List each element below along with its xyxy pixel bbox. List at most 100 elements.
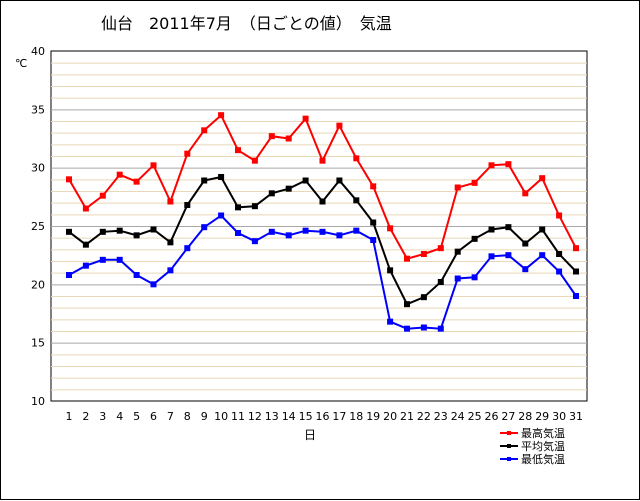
data-point xyxy=(218,112,225,119)
data-point xyxy=(505,224,512,231)
data-point xyxy=(573,293,579,299)
data-point xyxy=(116,171,123,178)
data-point xyxy=(201,127,208,134)
data-point xyxy=(522,190,529,197)
data-point xyxy=(99,228,106,235)
x-axis-ticks: 1 2 3 4 5 6 7 8 9 10 11 12 13 14 15 16 17 18 19 20 21 22 23 24 2… xyxy=(66,410,584,423)
x-tick-label: 6 xyxy=(150,410,157,423)
data-point xyxy=(471,274,478,281)
data-point xyxy=(522,240,529,247)
x-tick-label: 30 xyxy=(552,410,566,423)
x-tick-label: 8 xyxy=(184,410,191,423)
x-tick-label: 9 xyxy=(201,410,208,423)
data-point xyxy=(319,157,326,164)
y-tick-label: 35 xyxy=(31,103,45,116)
chart-title: 仙台 2011年7月 （日ごとの値） 気温 xyxy=(101,14,392,33)
data-point xyxy=(353,155,360,162)
grid-major xyxy=(51,109,587,344)
legend-label: 最低気温 xyxy=(521,452,565,466)
data-point xyxy=(251,157,258,164)
x-tick-label: 13 xyxy=(265,410,279,423)
legend-label: 平均気温 xyxy=(521,439,565,453)
data-point xyxy=(556,268,563,275)
data-point xyxy=(82,262,89,269)
x-tick-label: 4 xyxy=(116,410,123,423)
x-tick-label: 24 xyxy=(451,410,465,423)
x-tick-label: 26 xyxy=(485,410,499,423)
x-tick-label: 1 xyxy=(66,410,73,423)
data-point xyxy=(133,272,140,278)
x-tick-label: 16 xyxy=(316,410,330,423)
legend-label: 最高気温 xyxy=(521,426,565,440)
data-point xyxy=(573,268,579,275)
data-point xyxy=(539,175,546,182)
data-point xyxy=(454,184,461,191)
x-tick-label: 29 xyxy=(535,410,549,423)
x-tick-label: 27 xyxy=(501,410,515,423)
data-point xyxy=(218,174,225,180)
x-tick-label: 17 xyxy=(332,410,346,423)
data-point xyxy=(116,227,123,234)
data-point xyxy=(522,266,529,273)
data-point xyxy=(471,179,478,186)
data-point xyxy=(268,133,275,140)
data-point xyxy=(454,248,461,255)
data-point xyxy=(488,253,495,260)
data-point xyxy=(82,241,89,248)
data-point xyxy=(387,225,394,232)
x-tick-label: 25 xyxy=(468,410,482,423)
data-point xyxy=(99,192,106,199)
data-point xyxy=(251,238,258,245)
data-point xyxy=(353,227,360,234)
data-point xyxy=(66,272,72,278)
data-point xyxy=(573,245,579,252)
x-tick-label: 14 xyxy=(282,410,296,423)
data-point xyxy=(302,115,309,122)
x-tick-label: 15 xyxy=(299,410,313,423)
data-point xyxy=(556,212,563,219)
y-tick-label: 40 xyxy=(31,45,45,58)
data-point xyxy=(319,228,326,235)
x-tick-label: 21 xyxy=(400,410,414,423)
x-tick-label: 28 xyxy=(518,410,532,423)
y-tick-label: 20 xyxy=(31,278,45,291)
data-point xyxy=(539,252,546,259)
data-point xyxy=(437,279,444,285)
x-tick-label: 18 xyxy=(349,410,363,423)
x-tick-label: 23 xyxy=(434,410,448,423)
data-point xyxy=(420,294,427,301)
y-tick-label: 25 xyxy=(31,220,45,233)
data-point xyxy=(201,177,208,184)
data-point xyxy=(167,198,174,205)
data-point xyxy=(471,235,478,242)
data-point xyxy=(404,255,410,262)
data-point xyxy=(302,227,309,234)
data-point xyxy=(370,183,377,190)
data-point xyxy=(488,226,495,233)
data-point xyxy=(268,190,275,197)
data-point xyxy=(184,150,191,157)
x-tick-label: 31 xyxy=(569,410,583,423)
data-point xyxy=(285,232,292,239)
data-point xyxy=(539,226,546,233)
data-point xyxy=(268,228,275,235)
data-point xyxy=(218,212,225,219)
data-point xyxy=(150,162,157,169)
data-point xyxy=(404,301,410,308)
data-point xyxy=(116,256,123,263)
data-point xyxy=(370,219,377,226)
data-point xyxy=(437,245,444,252)
data-point xyxy=(387,267,394,274)
data-point xyxy=(336,177,343,184)
x-tick-label: 11 xyxy=(231,410,245,423)
data-point xyxy=(319,198,326,205)
grid-minor xyxy=(51,62,587,391)
x-tick-label: 7 xyxy=(167,410,174,423)
data-point xyxy=(370,237,377,243)
data-point xyxy=(505,252,512,259)
data-point xyxy=(235,230,241,236)
data-point xyxy=(235,204,241,211)
x-tick-label: 3 xyxy=(99,410,106,423)
x-tick-label: 5 xyxy=(133,410,140,423)
